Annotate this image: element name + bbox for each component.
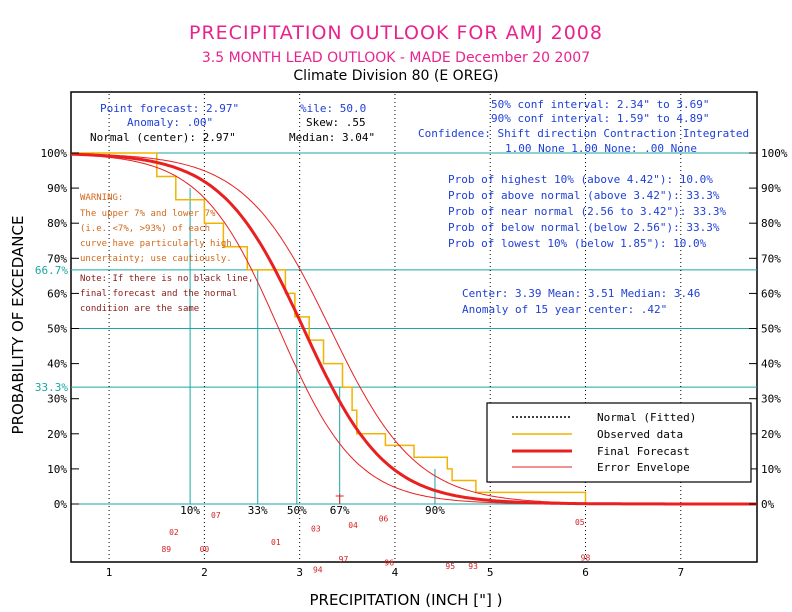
observed-step-line (71, 152, 587, 504)
y-tick-label-right: 20% (761, 428, 781, 441)
year-label: 02 (169, 528, 179, 537)
ticks-layer: 66.7%33.3%1 2 3 4 5 6 70% 0%10% 10%20% 20%30% 30%4… (35, 147, 788, 579)
ref-label-90%: 90% (425, 504, 445, 517)
year-label: 98 (581, 554, 591, 563)
y-tick-label-right: 0% (761, 498, 775, 511)
x-tick-label: 1 (106, 566, 113, 579)
y-tick-label-left: 30% (47, 393, 67, 406)
x-tick-label: 5 (487, 566, 494, 579)
y-tick-label-right: 10% (761, 463, 781, 476)
y-tick-label-right: 30% (761, 393, 781, 406)
confidence-header: Confidence: Shift direction Contraction … (418, 127, 749, 140)
x-tick-label: 3 (296, 566, 303, 579)
division-label: Climate Division 80 (E OREG) (293, 68, 498, 84)
y-tick-label-left: 70% (47, 252, 67, 265)
y-axis-label: PROBABILITY OF EXCEDANCE (9, 216, 27, 435)
ref-label-67%: 67% (330, 504, 350, 517)
y-tick-label-left: 80% (47, 217, 67, 230)
year-label: 05 (575, 518, 585, 527)
y-tick-label-right: 90% (761, 182, 781, 195)
legend-label-forecast: Final Forecast (597, 445, 690, 458)
year-label: 04 (348, 521, 358, 530)
curves-layer (70, 152, 757, 506)
year-label: 00 (200, 545, 210, 554)
x-tick-label: 7 (677, 566, 684, 579)
conf90-text: 90% conf interval: 1.59" to 4.89" (491, 112, 710, 125)
y-tick-label-right: 40% (761, 358, 781, 371)
warning-line-4: curve have particularly high (80, 239, 232, 249)
y-tick-label-left: 0% (54, 498, 68, 511)
y-tick-label-left: 20% (47, 428, 67, 441)
y-tick-label-left: 10% (47, 463, 67, 476)
skew-text: Skew: .55 (306, 116, 366, 129)
x-tick-label: 2 (201, 566, 208, 579)
plot-frame (70, 91, 758, 563)
chart-title: PRECIPITATION OUTLOOK FOR AMJ 2008 (189, 22, 603, 44)
prob-above: Prob of above normal (above 3.42"): 33.3… (448, 189, 720, 202)
anomaly-text: Anomaly: .00" (127, 116, 213, 129)
ref-label-50%: 50% (287, 504, 307, 517)
y-tick-label-left: 60% (47, 287, 67, 300)
y-tick-label-right: 50% (761, 323, 781, 336)
median-text: Median: 3.04" (289, 131, 375, 144)
prob-below: Prob of below normal (below 2.56"): 33.3… (448, 221, 720, 234)
y-tick-label-right: 100% (761, 147, 788, 160)
warning-line-1: WARNING: (80, 193, 123, 203)
chart-subtitle: 3.5 MONTH LEAD OUTLOOK - MADE December 2… (202, 50, 590, 66)
y-tick-label-left: 50% (47, 323, 67, 336)
year-label: 06 (379, 514, 389, 523)
year-label: 95 (445, 562, 455, 571)
prob-lowest: Prob of lowest 10% (below 1.85"): 10.0% (448, 237, 707, 250)
normal-marker (335, 494, 344, 504)
legend-box (486, 402, 752, 483)
y-tick-label-left: 40% (47, 358, 67, 371)
year-labels: 02 89 07 00 01 03 04 06 97 94 96 95 93 05 98 (161, 511, 590, 574)
warning-line-5: uncertainty; use cautiously. (80, 254, 232, 264)
prob-highest: Prob of highest 10% (above 4.42"): 10.0% (448, 173, 713, 186)
year-label: 96 (384, 559, 394, 568)
note-line-3: condition are the same (80, 304, 199, 314)
legend-label-observed: Observed data (597, 428, 683, 441)
y-tick-label-right: 70% (761, 252, 781, 265)
note-line-2: final forecast and the normal (80, 289, 237, 299)
year-label: 97 (339, 555, 349, 564)
warning-line-3: (i.e. <7%, >93%) of each (80, 224, 210, 234)
year-label: 03 (311, 525, 321, 534)
point-forecast-text: Point forecast: 2.97" (100, 102, 239, 115)
percentile-text: %ile: 50.0 (300, 102, 366, 115)
ref-label-10%: 10% (180, 504, 200, 517)
year-label: 01 (271, 538, 281, 547)
year-label: 93 (468, 562, 478, 571)
y-tick-special-label: 66.7% (35, 264, 68, 277)
center-stats: Center: 3.39 Mean: 3.51 Median: 3.46 (462, 287, 700, 300)
anomaly-center: Anomaly of 15 year center: .42" (462, 303, 667, 316)
year-label: 07 (211, 511, 221, 520)
normal-center-text: Normal (center): 2.97" (90, 131, 236, 144)
y-tick-label-right: 80% (761, 217, 781, 230)
legend: Normal (Fitted) Observed data Final Fore… (486, 402, 752, 483)
prob-near: Prob of near normal (2.56 to 3.42"): 33.… (448, 205, 727, 218)
y-tick-special-label: 33.3% (35, 381, 68, 394)
y-tick-label-left: 90% (47, 182, 67, 195)
y-tick-label-left: 100% (41, 147, 68, 160)
reference-lines: 10% 33% 50% 67% 90% (180, 188, 445, 517)
year-label: 89 (161, 545, 171, 554)
x-tick-label: 4 (392, 566, 399, 579)
x-tick-label: 6 (582, 566, 589, 579)
legend-label-normal: Normal (Fitted) (597, 411, 696, 424)
warning-line-2: The upper 7% and lower 7% (80, 209, 216, 219)
conf50-text: 50% conf interval: 2.34" to 3.69" (491, 98, 710, 111)
legend-label-envelope: Error Envelope (597, 461, 690, 474)
ref-label-33%: 33% (248, 504, 268, 517)
confidence-values: 1.00 None 1.00 None: .00 None (505, 142, 697, 155)
note-line-1: Note: If there is no black line, (80, 274, 253, 284)
y-tick-label-right: 60% (761, 287, 781, 300)
x-axis-label: PRECIPITATION (INCH ["] ) (309, 591, 502, 609)
year-label: 94 (313, 565, 323, 574)
forecast-line (71, 152, 757, 506)
grid-layer (71, 94, 757, 560)
